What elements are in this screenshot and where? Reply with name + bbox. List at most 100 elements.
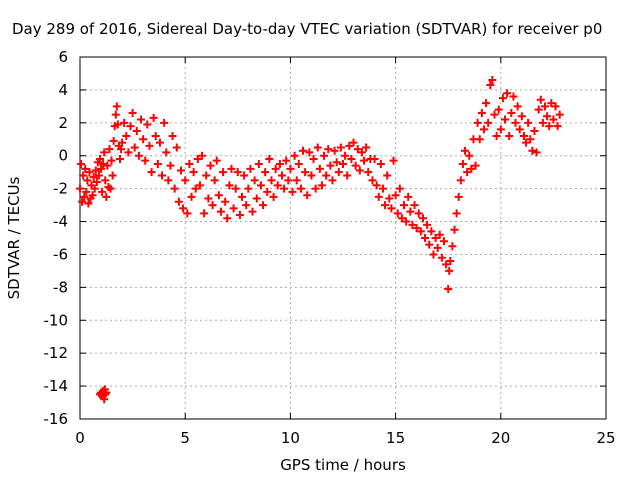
data-point [79,171,88,180]
data-point [164,176,173,185]
data-point [408,220,417,229]
data-point [77,159,86,168]
data-point [351,161,360,170]
data-point [503,89,512,98]
data-point [452,209,461,218]
data-point [109,136,118,145]
data-point [84,199,93,208]
data-point [511,118,520,127]
data-point [277,171,286,180]
data-point [336,143,345,152]
data-point [185,159,194,168]
data-point [120,118,129,127]
y-tick-label: -8 [53,278,68,296]
data-point [538,118,547,127]
data-point [200,209,209,218]
y-tick-label: 4 [58,81,68,99]
data-point [103,161,112,170]
data-point [106,184,115,193]
data-point [374,192,383,201]
data-point [427,227,436,236]
data-point [355,166,364,175]
data-point [461,146,470,155]
data-point [76,184,84,193]
data-point [118,138,127,147]
data-point [381,201,390,210]
data-point [414,209,423,218]
data-point [112,102,121,111]
data-point [343,171,352,180]
data-point [463,168,472,177]
data-point [320,151,329,160]
data-point [303,191,312,200]
data-point [522,138,531,147]
chart-title: Day 289 of 2016, Sidereal Day-to-day VTE… [12,20,602,38]
data-point [95,390,104,399]
data-point [282,156,291,165]
y-tick-label: -4 [53,213,68,231]
data-point [498,94,507,103]
data-point [141,156,150,165]
data-point [284,176,293,185]
data-point [385,194,394,203]
data-point [423,220,432,229]
data-point [547,99,556,108]
data-point [219,168,228,177]
data-point [296,184,305,193]
data-point [317,181,326,190]
data-point [467,164,476,173]
grid-lines [80,57,606,419]
data-point [204,194,213,203]
data-point [515,125,524,134]
data-point [92,178,101,187]
data-point [429,250,438,259]
y-axis: -16 -14 -12 -10 -8 -6 -4 -2 0 2 4 6 [44,48,606,428]
data-point [238,192,247,201]
data-point [505,131,514,140]
data-point [139,135,148,144]
data-point [107,156,116,165]
data-point [532,148,541,157]
data-point [484,118,493,127]
data-point [191,184,200,193]
data-point [362,143,371,152]
data-point [339,159,347,168]
data-point [315,164,324,173]
data-point [221,197,230,206]
data-point [391,191,400,200]
data-point [288,187,297,196]
data-point [431,234,440,242]
data-point [435,230,444,239]
data-point [126,122,135,131]
data-point [231,184,240,193]
data-point [425,240,434,249]
data-point [240,171,249,180]
data-point [179,204,188,213]
data-point [183,209,192,218]
data-point [454,192,463,201]
data-point [540,102,549,111]
data-point [225,181,234,190]
data-point [130,143,139,152]
data-point [111,110,120,119]
x-tick-label: 20 [491,429,510,447]
data-point [252,194,261,203]
data-point [536,95,545,104]
data-point [446,257,455,266]
data-point [168,131,177,140]
data-point [378,184,387,193]
data-point [108,171,117,180]
x-tick-label: 15 [386,429,405,447]
data-point [507,108,516,117]
data-point [294,159,303,168]
data-point [370,155,379,164]
data-point [100,385,109,394]
data-point [494,105,503,114]
data-point [153,159,162,168]
data-point [486,80,495,89]
data-point [475,135,484,144]
data-point [172,143,181,152]
data-point [439,237,448,246]
plot-area [79,56,607,420]
